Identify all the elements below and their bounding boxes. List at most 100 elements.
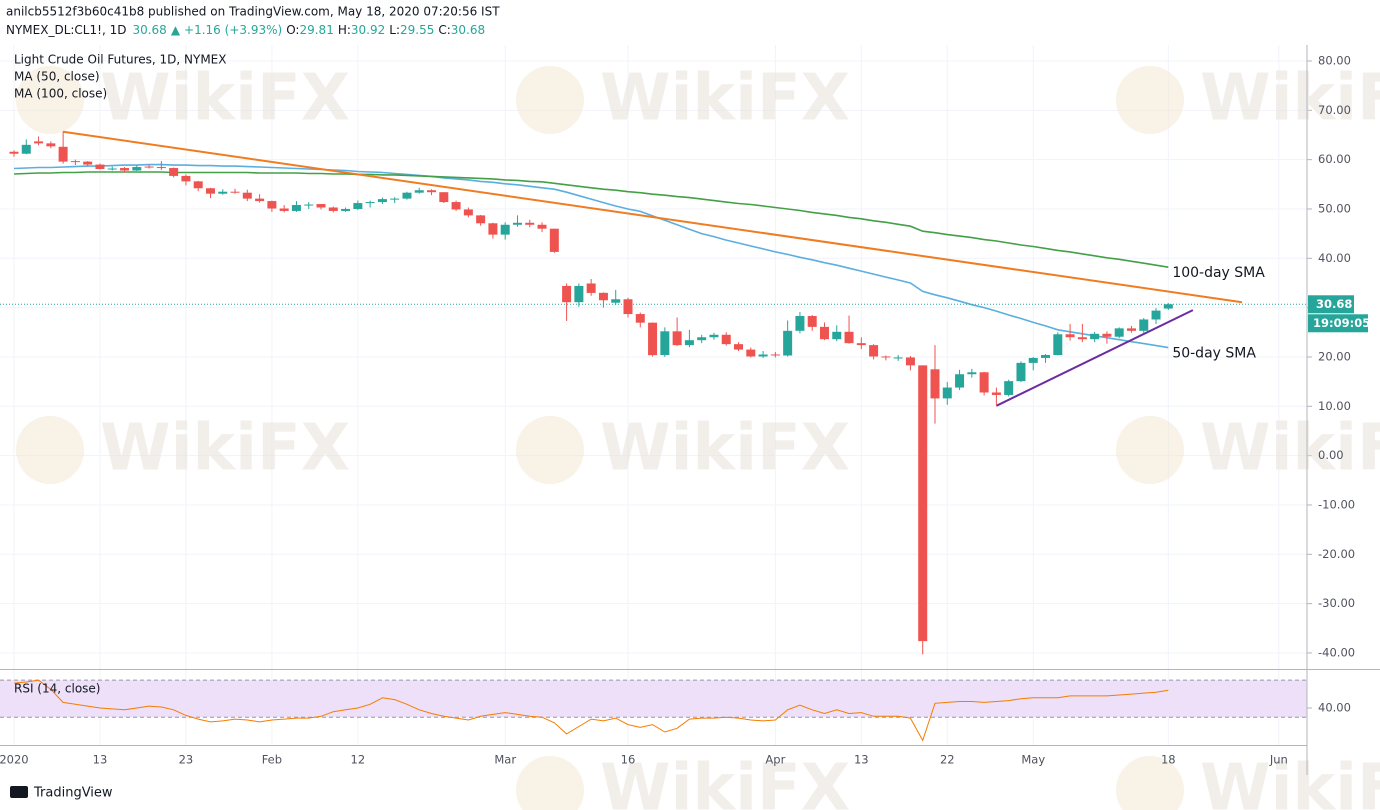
x-tick-label: 13 — [854, 753, 869, 767]
ohlc-label: H: — [338, 23, 351, 37]
logo-icon — [10, 786, 28, 798]
candle-body — [991, 392, 1001, 395]
candle-body — [377, 199, 387, 203]
candle-body — [414, 190, 424, 193]
candle-body — [746, 349, 756, 357]
candle-body — [795, 316, 805, 331]
watermark: WikiFX — [600, 62, 850, 136]
y-tick-label: 10.00 — [1318, 399, 1351, 413]
candle-body — [918, 365, 928, 642]
candle-body — [807, 316, 817, 327]
publisher: anilcb5512f3b60c41b8 published on Tradin… — [6, 5, 500, 19]
candle-body — [783, 330, 793, 356]
y-tick-label: -30.00 — [1318, 596, 1355, 610]
last-price-label: 30.68 — [1316, 297, 1352, 311]
countdown: 19:09:05 — [1313, 316, 1370, 330]
candle-body — [328, 207, 338, 211]
candle-body — [70, 161, 80, 163]
x-tick-label: Jun — [1269, 753, 1288, 767]
candle-body — [635, 314, 645, 323]
candle-body — [562, 285, 572, 303]
candle-body — [832, 331, 842, 340]
candle-body — [1077, 337, 1087, 340]
candle-body — [107, 168, 117, 170]
candle-body — [451, 202, 461, 210]
candle-body — [291, 205, 301, 211]
y-tick-label: 50.00 — [1318, 201, 1351, 215]
candle-body — [1090, 333, 1100, 340]
candle-body — [304, 204, 314, 206]
x-tick-label: May — [1021, 753, 1045, 767]
x-tick-label: 12 — [351, 753, 366, 767]
watermark-layer: WikiFX WikiFX WikiFX WikiFX WikiFX WikiFX Wiki… — [16, 62, 1380, 810]
candle-body — [267, 201, 277, 209]
candle-body — [525, 222, 535, 225]
ohlc-value: 29.81 — [299, 23, 333, 37]
candle-layer — [9, 131, 1173, 655]
candle-body — [930, 369, 940, 399]
y-tick-label: 60.00 — [1318, 152, 1351, 166]
ma-annotation: 50-day SMA — [1172, 346, 1256, 362]
candle-body — [144, 166, 154, 168]
candle-body — [1004, 381, 1014, 395]
grid-layer — [0, 45, 1312, 745]
candle-body — [955, 374, 965, 388]
x-tick-label: 13 — [93, 753, 108, 767]
y-tick-label: 0.00 — [1318, 448, 1344, 462]
candle-body — [279, 208, 289, 211]
candle-body — [1102, 333, 1112, 337]
watermark: WikiFX — [1200, 752, 1380, 810]
ma-annotation: 100-day SMA — [1172, 265, 1265, 281]
candle-body — [1151, 310, 1161, 320]
candle-body — [1126, 328, 1136, 331]
trend-line — [62, 130, 1243, 304]
candle-body — [1139, 319, 1149, 331]
ohlc-label: O: — [286, 23, 299, 37]
x-tick-label: Mar — [494, 753, 516, 767]
brand: TradingView — [33, 786, 113, 801]
ma-line — [13, 163, 1169, 349]
candle-body — [611, 299, 621, 303]
candle-body — [869, 345, 879, 357]
y-tick-label: 70.00 — [1318, 103, 1351, 117]
change: +1.16 (+3.93%) — [184, 23, 282, 37]
watermark: WikiFX — [600, 752, 850, 810]
candle-body — [709, 334, 719, 338]
candle-body — [512, 222, 522, 225]
candle-body — [598, 292, 608, 301]
candle-body — [697, 337, 707, 341]
candle-body — [586, 283, 596, 293]
candle-body — [255, 198, 265, 202]
candle-body — [881, 356, 891, 358]
line-layer — [0, 130, 1307, 407]
y-tick-label: 40.00 — [1318, 700, 1351, 714]
x-tick-label: Apr — [765, 753, 785, 767]
candle-body — [390, 198, 400, 200]
candle-body — [1041, 354, 1051, 358]
candle-body — [1163, 304, 1173, 309]
watermark: WikiFX — [100, 62, 350, 136]
candle-body — [181, 175, 191, 182]
candle-body — [672, 331, 682, 346]
candle-body — [1016, 362, 1026, 382]
candle-body — [439, 192, 449, 203]
ohlc-value: 30.68 — [451, 23, 485, 37]
candle-body — [1065, 334, 1075, 338]
watermark-logo — [516, 66, 584, 134]
last-price-tag — [1308, 295, 1354, 314]
watermark-logo — [516, 416, 584, 484]
ohlc-value: 29.55 — [400, 23, 434, 37]
up-arrow: ▲ — [171, 23, 181, 37]
candle-body — [463, 209, 473, 216]
candle-body — [942, 387, 952, 399]
watermark: WikiFX — [100, 412, 350, 486]
last-price: 30.68 — [132, 23, 166, 37]
candle-body — [819, 326, 829, 340]
candle-body — [316, 204, 326, 208]
watermark-logo — [516, 756, 584, 810]
candle-body — [218, 191, 228, 194]
rsi-legend: RSI (14, close) — [14, 682, 100, 696]
candle-body — [427, 190, 437, 193]
